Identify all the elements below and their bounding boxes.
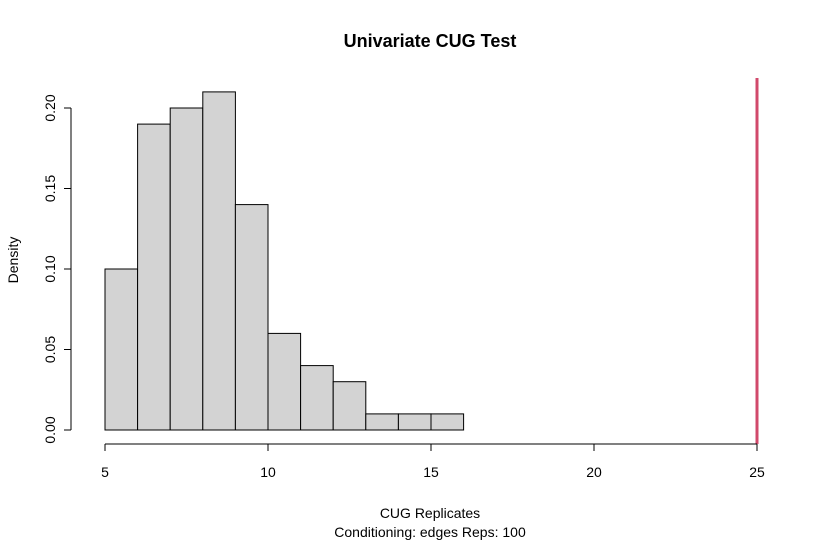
x-tick-label: 10 — [260, 464, 276, 480]
y-axis-label: Density — [5, 237, 21, 284]
histogram-bar-10 — [397, 413, 432, 431]
histogram-bar-9 — [365, 413, 399, 431]
histogram-bar-6 — [267, 332, 302, 431]
histogram-bar-5 — [234, 204, 269, 431]
y-axis: 0.00 0.05 0.10 0.15 0.20 — [42, 94, 72, 444]
histogram-bar-8 — [332, 381, 367, 431]
histogram-bar-11 — [430, 413, 465, 431]
x-axis-label: CUG Replicates — [380, 505, 480, 521]
x-tick-label: 15 — [423, 464, 439, 480]
y-tick-label: 0.20 — [42, 94, 58, 121]
histogram-bar-4 — [202, 91, 236, 431]
y-tick-label: 0.10 — [42, 255, 58, 282]
y-tick-label: 0.00 — [42, 416, 58, 443]
y-tick-label: 0.15 — [42, 175, 58, 202]
y-tick-label: 0.05 — [42, 336, 58, 363]
histogram-bar-1 — [104, 268, 139, 431]
bars-group — [104, 91, 465, 431]
histogram-bar-3 — [169, 107, 204, 431]
x-tick-label: 20 — [586, 464, 602, 480]
x-axis-subtitle: Conditioning: edges Reps: 100 — [334, 524, 526, 540]
x-tick-label: 5 — [101, 464, 109, 480]
histogram-bar-2 — [137, 123, 171, 431]
x-axis: 5 10 15 20 25 — [101, 443, 765, 480]
chart-title: Univariate CUG Test — [344, 31, 517, 51]
x-tick-label: 25 — [749, 464, 765, 480]
histogram-bar-7 — [300, 365, 334, 431]
